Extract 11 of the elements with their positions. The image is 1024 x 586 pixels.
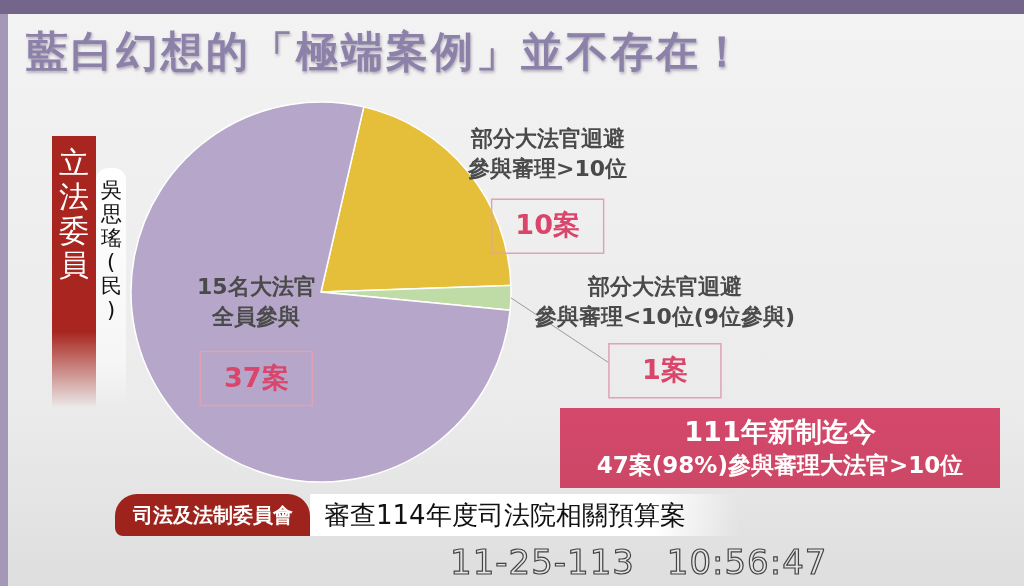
speaker-title-panel: 立法委員 — [52, 136, 96, 408]
slice-label: 15名大法官全員參與 — [196, 273, 316, 329]
committee-tab: 司法及法制委員會 — [115, 494, 310, 536]
summary-panel: 111年新制迄今 47案(98%)參與審理大法官>10位 — [560, 408, 1000, 488]
data-label: 1案 — [642, 353, 688, 385]
slice-label: 部分大法官迴避參與審理<10位(9位參與) — [533, 273, 796, 329]
slice-label: 部分大法官迴避參與審理>10位 — [467, 126, 628, 182]
chart-title: 藍白幻想的「極端案例」並不存在！ — [26, 26, 746, 78]
data-label: 37案 — [223, 361, 289, 393]
data-label: 10案 — [515, 209, 580, 241]
text: 11-25-113 10:56:47 — [450, 542, 828, 582]
